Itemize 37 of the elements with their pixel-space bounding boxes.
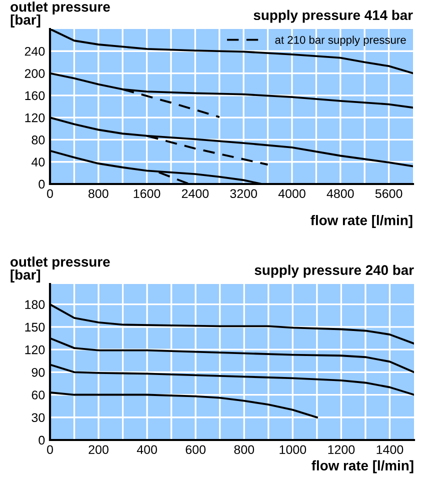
x-tick-label: 1600	[134, 189, 160, 198]
x-tick-label: 800	[88, 189, 108, 198]
x-tick-label: 1400	[376, 445, 404, 454]
x-tick-label: 600	[186, 445, 206, 454]
y-tick-label: 200	[24, 69, 45, 78]
x-tick-label: 5600	[375, 189, 402, 198]
y-tick-label: 0	[38, 180, 45, 189]
y-tick-label: 80	[32, 136, 45, 144]
x-tick-label: 1000	[280, 445, 306, 454]
y-tick-label: 40	[32, 158, 45, 167]
x-axis-title: flow rate [l/min]	[312, 460, 414, 474]
y-tick-label: 60	[32, 390, 45, 400]
y-axis-title: outlet pressure [bar]	[10, 256, 110, 282]
y-tick-label: 160	[25, 91, 45, 100]
y-tick-label: 120	[25, 345, 45, 354]
x-tick-label: 1200	[328, 445, 355, 454]
x-tick-label: 400	[136, 445, 158, 454]
y-tick-label: 0	[38, 436, 45, 445]
y-tick-label: 120	[25, 113, 45, 122]
chart-subtitle: supply pressure 414 bar	[254, 10, 413, 23]
x-tick-label: 0	[47, 445, 53, 454]
y-tick-label: 180	[25, 300, 45, 309]
x-tick-label: 4800	[326, 189, 354, 198]
x-tick-label: 200	[88, 445, 108, 454]
x-tick-label: 3200	[230, 189, 258, 198]
y-axis-title: outlet pressure [bar]	[10, 2, 110, 28]
chart-subtitle: supply pressure 240 bar	[254, 264, 414, 278]
x-tick-label: 0	[47, 189, 53, 198]
y-tick-label: 30	[32, 413, 45, 422]
x-tick-label: 4000	[278, 189, 306, 198]
y-tick-label: 90	[32, 368, 45, 377]
y-tick-label: 240	[24, 46, 45, 56]
legend-label: at 210 bar supply pressure	[275, 36, 406, 46]
x-axis-title: flow rate [l/min]	[310, 215, 412, 228]
x-tick-label: 2400	[182, 189, 209, 198]
y-tick-label: 150	[25, 322, 45, 332]
x-tick-label: 800	[234, 445, 254, 454]
